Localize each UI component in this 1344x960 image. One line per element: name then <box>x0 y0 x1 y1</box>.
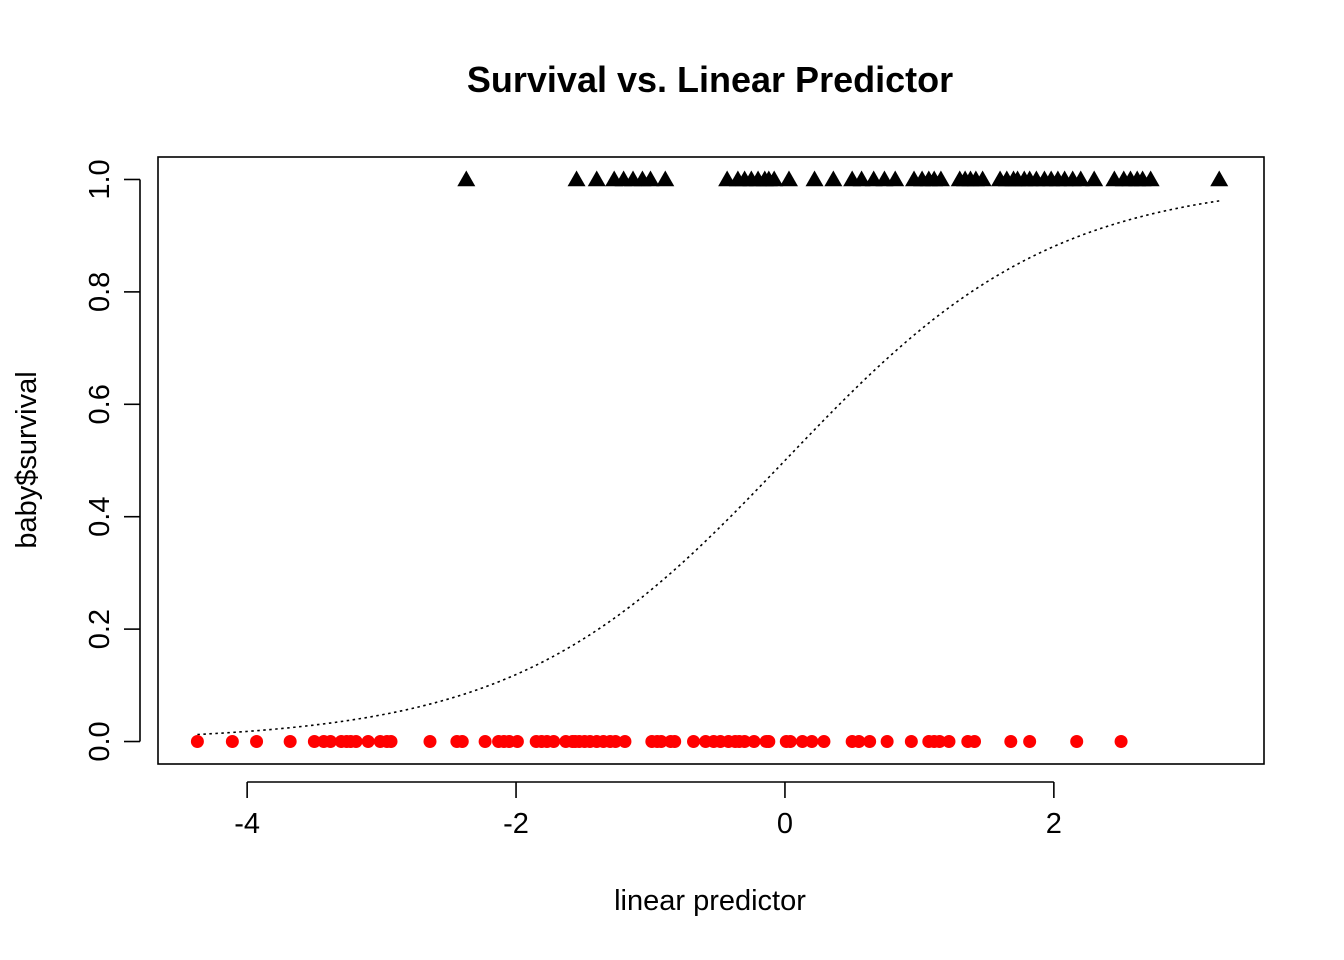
not-survived-point <box>225 735 239 749</box>
y-tick-label: 0.0 <box>84 721 116 761</box>
not-survived-point <box>547 735 561 749</box>
survived-point <box>457 170 476 187</box>
not-survived-point <box>654 735 668 749</box>
not-survived-point <box>817 735 831 749</box>
x-tick-label: -4 <box>234 808 260 840</box>
y-tick-label: 1.0 <box>84 159 116 199</box>
fitted-curve-layer <box>197 200 1220 736</box>
not-survived-point <box>478 735 492 749</box>
not-survived-point <box>1114 735 1128 749</box>
not-survived-point <box>510 735 524 749</box>
survived-point <box>1141 170 1160 187</box>
y-tick-label: 0.8 <box>84 272 116 312</box>
not-survived-point <box>933 735 947 749</box>
survived-point <box>587 170 606 187</box>
plot-area-box <box>157 156 1265 765</box>
survived-point <box>886 170 905 187</box>
not-survived-point <box>384 735 398 749</box>
survived-point <box>779 170 798 187</box>
not-survived-point <box>904 735 918 749</box>
not-survived-point <box>968 735 982 749</box>
survived-point <box>1085 170 1104 187</box>
not-survived-point <box>762 735 776 749</box>
y-axis: 0.0 0.2 0.4 0.6 0.8 1.0 <box>84 159 141 762</box>
data-points-layer <box>190 170 1229 749</box>
survived-point <box>1071 170 1090 187</box>
survived-point <box>852 170 871 187</box>
not-survived-point <box>349 735 363 749</box>
x-axis: -4 -2 0 2 <box>234 781 1062 840</box>
not-survived-point <box>1023 735 1037 749</box>
survived-point <box>567 170 586 187</box>
not-survived-point <box>1004 735 1018 749</box>
survived-point <box>824 170 843 187</box>
y-axis-label: baby$survival <box>11 371 43 548</box>
survived-point <box>973 170 992 187</box>
y-tick-label: 0.4 <box>84 497 116 537</box>
not-survived-point <box>307 735 321 749</box>
not-survived-point <box>283 735 297 749</box>
x-tick-label: -2 <box>503 808 529 840</box>
not-survived-point <box>852 735 866 749</box>
not-survived-point <box>795 735 809 749</box>
not-survived-point <box>190 735 204 749</box>
not-survived-point <box>687 735 701 749</box>
not-survived-point <box>455 735 469 749</box>
not-survived-point <box>747 735 761 749</box>
not-survived-point <box>863 735 877 749</box>
y-tick-label: 0.6 <box>84 384 116 424</box>
chart-title: Survival vs. Linear Predictor <box>467 59 953 100</box>
x-axis-label: linear predictor <box>614 885 806 917</box>
not-survived-point <box>324 735 338 749</box>
survived-point <box>656 170 675 187</box>
survived-point <box>805 170 824 187</box>
not-survived-point <box>738 735 752 749</box>
y-tick-label: 0.2 <box>84 609 116 649</box>
not-survived-point <box>609 735 623 749</box>
not-survived-point <box>1070 735 1084 749</box>
not-survived-point <box>942 735 956 749</box>
survived-point <box>765 170 784 187</box>
survived-point <box>641 170 660 187</box>
not-survived-point <box>783 735 797 749</box>
not-survived-point <box>668 735 682 749</box>
not-survived-point <box>250 735 264 749</box>
not-survived-point <box>618 735 632 749</box>
x-tick-label: 0 <box>777 808 793 840</box>
not-survived-point <box>423 735 437 749</box>
x-tick-label: 2 <box>1046 808 1062 840</box>
not-survived-point <box>361 735 375 749</box>
fitted-curve-line <box>197 200 1220 736</box>
survived-point <box>931 170 950 187</box>
not-survived-point <box>805 735 819 749</box>
not-survived-point <box>880 735 894 749</box>
survived-point <box>1210 170 1229 187</box>
